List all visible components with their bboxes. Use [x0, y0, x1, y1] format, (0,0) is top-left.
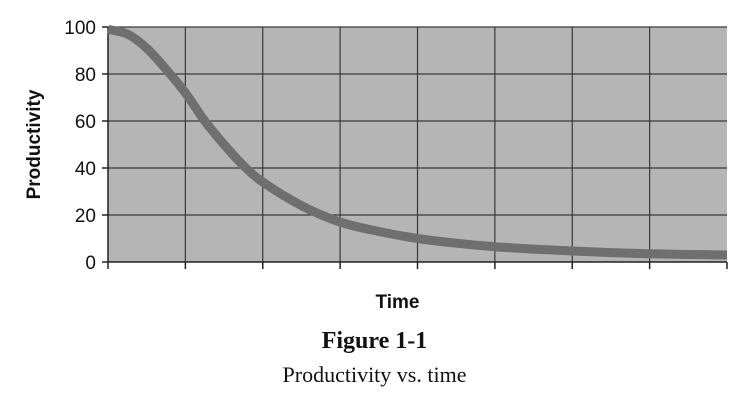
y-tick-label: 40: [75, 159, 96, 180]
figure-subtitle: Productivity vs. time: [282, 362, 467, 387]
y-tick-label: 20: [75, 206, 96, 227]
y-tick-labels: 0 20 40 60 80 100: [64, 18, 96, 274]
y-tick-label: 100: [64, 18, 96, 39]
x-axis-title: Time: [375, 292, 419, 313]
productivity-series-line: [106, 24, 728, 260]
productivity-chart: 0 20 40 60 80 100 Productivity Time: [24, 18, 728, 313]
gridlines: [108, 26, 727, 262]
y-tick-label: 80: [75, 65, 96, 86]
y-axis-title: Productivity: [24, 89, 45, 199]
y-tick-label: 60: [75, 112, 96, 133]
series-layer: [106, 24, 728, 260]
figure-number: Figure 1-1: [321, 328, 428, 354]
y-tick-label: 0: [85, 253, 96, 274]
axes: [102, 26, 728, 269]
